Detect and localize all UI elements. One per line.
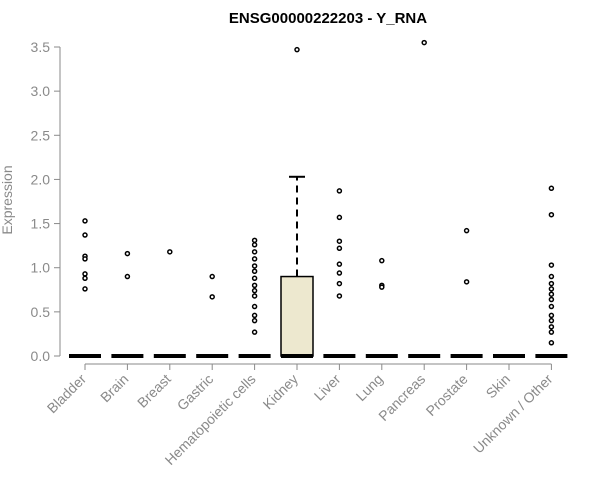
outlier-point	[209, 273, 215, 280]
x-tick-label: Prostate	[423, 371, 471, 419]
outlier-point	[167, 249, 173, 255]
y-tick-label: 1.5	[31, 216, 51, 232]
x-tick-label: Bladder	[44, 371, 90, 417]
y-tick-label: 3.5	[31, 39, 51, 55]
outlier-point	[548, 291, 555, 297]
outlier-point	[124, 250, 131, 257]
box-group	[238, 237, 271, 358]
outlier-point	[548, 324, 555, 330]
x-tick-label: Skin	[483, 371, 514, 402]
box-group	[408, 39, 441, 358]
y-tick-label: 1.0	[31, 260, 51, 276]
y-axis: 0.0 0.5 1.0 1.5 2.0 2.5 3.0 3.5	[31, 39, 61, 364]
outlier-point	[251, 237, 258, 244]
x-tick-label: Pancreas	[375, 371, 428, 424]
box-group	[323, 188, 356, 358]
outlier-point	[336, 245, 343, 252]
outlier-point	[548, 340, 555, 346]
outlier-point	[209, 294, 215, 300]
outlier-point	[82, 286, 88, 292]
y-tick-label: 2.5	[31, 127, 51, 143]
outlier-point	[82, 256, 88, 262]
y-tick-label: 0.0	[31, 348, 51, 364]
box-group	[365, 257, 398, 358]
outlier-point	[251, 329, 258, 335]
box-group	[280, 46, 314, 358]
outlier-point	[379, 257, 385, 264]
outlier-point	[251, 317, 258, 324]
y-tick-label: 3.0	[31, 83, 51, 99]
outlier-point	[421, 39, 427, 46]
outlier-point	[336, 188, 343, 194]
box-group	[450, 227, 483, 358]
outlier-point	[548, 273, 555, 280]
outlier-point	[548, 296, 555, 303]
outlier-point	[251, 275, 258, 282]
y-tick-label: 0.5	[31, 304, 51, 320]
outlier-point	[379, 284, 385, 290]
outlier-point	[336, 214, 343, 221]
outlier-point	[463, 279, 470, 285]
outlier-point	[336, 280, 343, 287]
outlier-point	[251, 312, 258, 319]
outlier-point	[82, 275, 88, 282]
outlier-point	[82, 218, 88, 224]
outlier-point	[251, 293, 258, 299]
x-tick-label: Breast	[134, 371, 174, 411]
x-tick-label: Brain	[97, 371, 131, 405]
outlier-point	[548, 286, 555, 292]
x-tick-label: Unknown / Other	[470, 371, 556, 457]
outlier-point	[548, 312, 555, 319]
outlier-point	[251, 242, 258, 248]
outlier-point	[251, 303, 258, 310]
y-tick-label: 2.0	[31, 171, 51, 187]
x-tick-label: Liver	[311, 371, 344, 404]
outlier-point	[251, 282, 258, 289]
outlier-point	[548, 185, 555, 192]
outlier-point	[548, 280, 555, 287]
outlier-point	[548, 303, 555, 310]
outlier-point	[548, 262, 555, 268]
x-tick-label: Lung	[353, 371, 386, 404]
chart-title: ENSG00000222203 - Y_RNA	[229, 10, 427, 27]
outlier-point	[336, 270, 343, 276]
box-group	[535, 185, 568, 358]
box-group	[153, 249, 186, 358]
x-tick-label: Kidney	[260, 371, 302, 413]
outlier-point	[251, 268, 258, 274]
outlier-point	[294, 46, 300, 53]
outlier-point	[82, 271, 88, 277]
outlier-point	[251, 287, 258, 294]
outlier-point	[548, 317, 555, 324]
outlier-point	[548, 329, 555, 335]
outlier-point	[82, 232, 88, 238]
outlier-point	[251, 256, 258, 262]
box-group	[196, 273, 229, 358]
outlier-point	[336, 261, 343, 267]
outlier-point	[251, 263, 258, 269]
outlier-point	[336, 293, 343, 299]
y-axis-label: Expression	[0, 165, 15, 234]
outlier-point	[336, 238, 343, 244]
outlier-point	[124, 273, 131, 280]
box-group	[111, 250, 144, 358]
outlier-point	[251, 249, 258, 255]
outlier-point	[548, 211, 555, 218]
outlier-point	[463, 227, 470, 234]
box-group	[69, 218, 101, 358]
box	[280, 275, 314, 357]
box-series	[69, 39, 568, 358]
